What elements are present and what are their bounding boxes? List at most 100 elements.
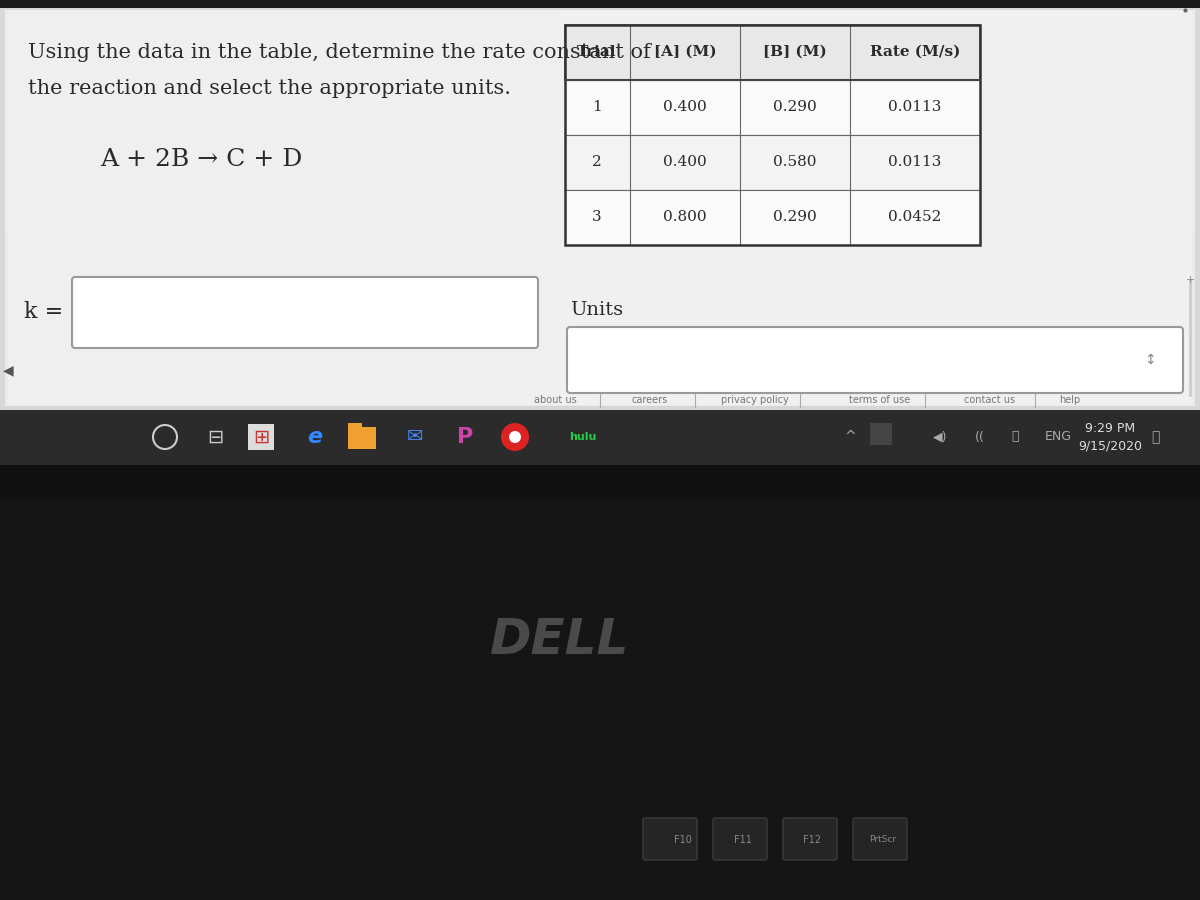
Text: 🔔: 🔔 [1012, 430, 1019, 444]
Bar [8, 10, 1192, 405]
Text: Trial: Trial [577, 45, 617, 59]
Bar [5, 378, 1195, 391]
Bar [5, 65, 1195, 77]
Text: ((: (( [976, 430, 985, 444]
Bar [5, 323, 1195, 337]
Text: 0.0113: 0.0113 [888, 155, 942, 169]
FancyBboxPatch shape [568, 327, 1183, 393]
Text: F12: F12 [803, 835, 821, 845]
Text: A + 2B → C + D: A + 2B → C + D [100, 148, 302, 172]
Bar [348, 427, 376, 449]
Text: 1: 1 [592, 100, 602, 114]
Bar [5, 51, 1195, 64]
FancyBboxPatch shape [72, 277, 538, 348]
Bar [0, 0, 1200, 8]
Text: ◀: ◀ [2, 363, 13, 377]
Bar [5, 241, 1195, 255]
Bar [248, 424, 274, 450]
Bar [5, 269, 1195, 282]
Bar [0, 8, 1200, 410]
Bar [565, 80, 980, 135]
Bar [5, 405, 1195, 418]
Text: 3: 3 [592, 210, 602, 224]
Text: PrtScr: PrtScr [870, 835, 896, 844]
Bar [5, 174, 1195, 186]
Bar [8, 10, 558, 405]
Text: Units: Units [570, 301, 623, 319]
Text: terms of use: terms of use [850, 395, 911, 405]
Bar [5, 10, 1195, 23]
Text: 0.800: 0.800 [664, 210, 707, 224]
Bar [0, 500, 1200, 900]
Bar [5, 310, 1195, 323]
Bar [5, 10, 1195, 406]
Text: ◀): ◀) [932, 430, 947, 444]
Text: 0.290: 0.290 [773, 210, 817, 224]
Text: ENG: ENG [1044, 430, 1072, 444]
Bar [5, 23, 1195, 37]
Text: 0.0113: 0.0113 [888, 100, 942, 114]
Text: ⊞: ⊞ [253, 428, 269, 446]
Bar [5, 160, 1195, 173]
Bar [565, 25, 980, 80]
Bar [0, 410, 1200, 465]
Text: F10: F10 [674, 835, 692, 845]
Bar [0, 465, 1200, 900]
Bar [5, 350, 1195, 364]
Text: about us: about us [534, 395, 576, 405]
Bar [5, 37, 1195, 50]
Text: ⊟: ⊟ [206, 428, 223, 446]
Bar [348, 423, 362, 429]
Text: hulu: hulu [569, 432, 596, 442]
Text: DELL: DELL [491, 616, 630, 664]
Bar [565, 25, 980, 245]
Bar [5, 283, 1195, 295]
Text: 0.580: 0.580 [773, 155, 817, 169]
Text: contact us: contact us [965, 395, 1015, 405]
Bar [5, 337, 1195, 350]
Text: Using the data in the table, determine the rate constant of: Using the data in the table, determine t… [28, 42, 650, 61]
Text: 🔔: 🔔 [1151, 430, 1159, 444]
Bar [5, 187, 1195, 200]
Bar [5, 201, 1195, 213]
Bar [5, 146, 1195, 159]
Circle shape [611, 77, 636, 103]
Bar [5, 392, 1195, 404]
Text: 0.400: 0.400 [664, 155, 707, 169]
Bar [5, 296, 1195, 309]
Text: k =: k = [24, 301, 64, 323]
Circle shape [509, 431, 521, 443]
FancyBboxPatch shape [784, 818, 838, 860]
Text: 0.0452: 0.0452 [888, 210, 942, 224]
Text: 0.290: 0.290 [773, 100, 817, 114]
Bar [5, 132, 1195, 146]
Text: 2: 2 [592, 155, 602, 169]
Text: ✉: ✉ [407, 428, 424, 446]
Text: privacy policy: privacy policy [721, 395, 788, 405]
FancyBboxPatch shape [713, 818, 767, 860]
Bar [558, 10, 1192, 405]
Text: ↕: ↕ [1144, 353, 1156, 367]
Text: P: P [457, 427, 473, 447]
Text: [A] (M): [A] (M) [654, 45, 716, 59]
Text: e: e [307, 427, 323, 447]
Text: +: + [1186, 275, 1195, 285]
Text: 9/15/2020: 9/15/2020 [1078, 439, 1142, 453]
Text: 9:29 PM: 9:29 PM [1085, 421, 1135, 435]
Circle shape [588, 63, 652, 127]
Text: help: help [1060, 395, 1081, 405]
Bar [5, 119, 1195, 132]
Bar [5, 228, 1195, 241]
Bar [5, 256, 1195, 268]
Bar [5, 78, 1195, 91]
Text: [B] (M): [B] (M) [763, 45, 827, 59]
Text: Rate (M/s): Rate (M/s) [870, 45, 960, 59]
Bar [565, 135, 980, 190]
Bar [5, 214, 1195, 228]
FancyBboxPatch shape [853, 818, 907, 860]
FancyBboxPatch shape [643, 818, 697, 860]
Bar [5, 364, 1195, 377]
Bar [5, 92, 1195, 104]
Circle shape [502, 423, 529, 451]
Bar [565, 190, 980, 245]
